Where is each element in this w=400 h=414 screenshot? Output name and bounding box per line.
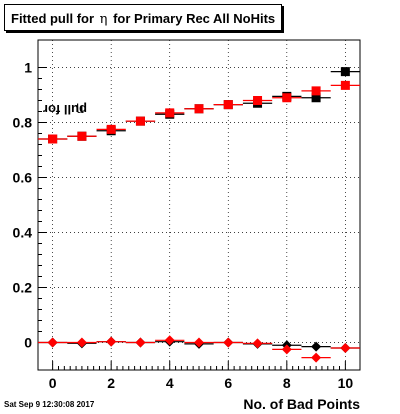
sigma-point xyxy=(106,336,117,347)
mean-point xyxy=(77,131,87,141)
x-tick-label: 10 xyxy=(338,375,354,391)
chart-title-box: Fitted pull for η for Primary Rec All No… xyxy=(4,4,282,31)
mean-point xyxy=(135,116,145,126)
y-tick-label: 0.2 xyxy=(13,280,33,296)
mean-point xyxy=(340,67,350,77)
sigma-point xyxy=(135,337,146,348)
x-tick-label: 0 xyxy=(49,375,57,391)
sigma-point xyxy=(311,352,322,363)
x-tick-label: 8 xyxy=(283,375,291,391)
mean-point xyxy=(194,104,204,114)
sigma-point xyxy=(164,335,175,346)
mean-point xyxy=(165,108,175,118)
chart-title-prefix: Fitted pull for xyxy=(11,11,95,26)
x-tick-label: 4 xyxy=(166,375,174,391)
sigma-point xyxy=(281,344,292,355)
y-tick-label: 1 xyxy=(24,60,32,76)
axis-ticks xyxy=(38,67,346,370)
mean-point xyxy=(282,93,292,103)
sigma-point xyxy=(76,337,87,348)
sigma-point xyxy=(194,337,204,348)
mean-point xyxy=(253,96,263,105)
chart-title: Fitted pull for η for Primary Rec All No… xyxy=(11,11,275,27)
sigma-point xyxy=(47,337,58,348)
x-tick-label: 6 xyxy=(224,375,232,391)
y-tick-label: 0.6 xyxy=(13,170,33,186)
timestamp: Sat Sep 9 12:30:08 2017 xyxy=(4,400,95,409)
x-axis-label: No. of Bad Points xyxy=(243,396,360,412)
mean-point xyxy=(223,100,233,110)
grid-lines xyxy=(38,40,360,370)
mean-point xyxy=(311,86,321,96)
sigma-point xyxy=(252,338,263,349)
chart-title-suffix: for Primary Rec All NoHits xyxy=(113,11,276,26)
series-1 xyxy=(38,80,360,363)
mean-point xyxy=(106,124,116,134)
sigma-point xyxy=(223,337,234,348)
sigma-point xyxy=(311,341,322,352)
sigma-point xyxy=(340,343,351,353)
y-tick-label: 0.4 xyxy=(13,225,33,241)
mean-point xyxy=(48,134,58,144)
y-axis-label: pull for η xyxy=(4,40,87,120)
y-tick-label: 0.8 xyxy=(13,115,33,131)
mean-point xyxy=(311,93,321,103)
chart-title-eta: η xyxy=(99,12,108,27)
y-tick-label: 0 xyxy=(24,335,32,351)
x-tick-label: 2 xyxy=(107,375,115,391)
mean-point xyxy=(340,80,350,90)
y-axis-label-eta: η xyxy=(76,102,84,117)
